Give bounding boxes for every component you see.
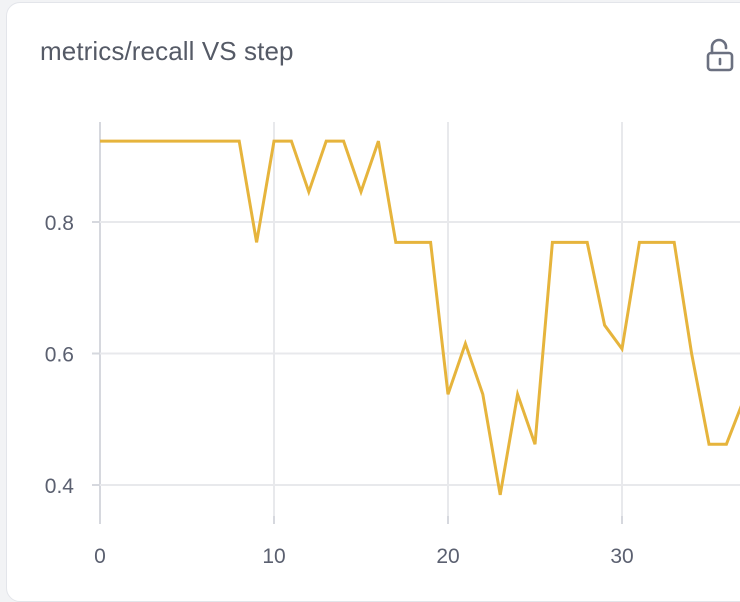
y-tick-label: 0.6 — [45, 344, 74, 367]
series-line — [100, 139, 740, 496]
x-tick-label: 10 — [262, 545, 285, 568]
y-tick-label: 0.4 — [45, 475, 75, 498]
chart-title: metrics/recall VS step — [40, 36, 294, 66]
x-tick-label: 20 — [436, 545, 459, 568]
x-tick-label: 0 — [94, 545, 106, 568]
x-tick-label: 30 — [610, 545, 633, 568]
unlock-icon[interactable] — [706, 38, 734, 72]
grid — [92, 122, 740, 524]
series-layer — [100, 139, 740, 496]
y-tick-label: 0.8 — [45, 212, 74, 235]
chart-card — [6, 2, 740, 602]
tick-labels: 0 10 20 30 0.4 0.6 0.8 — [45, 212, 634, 568]
